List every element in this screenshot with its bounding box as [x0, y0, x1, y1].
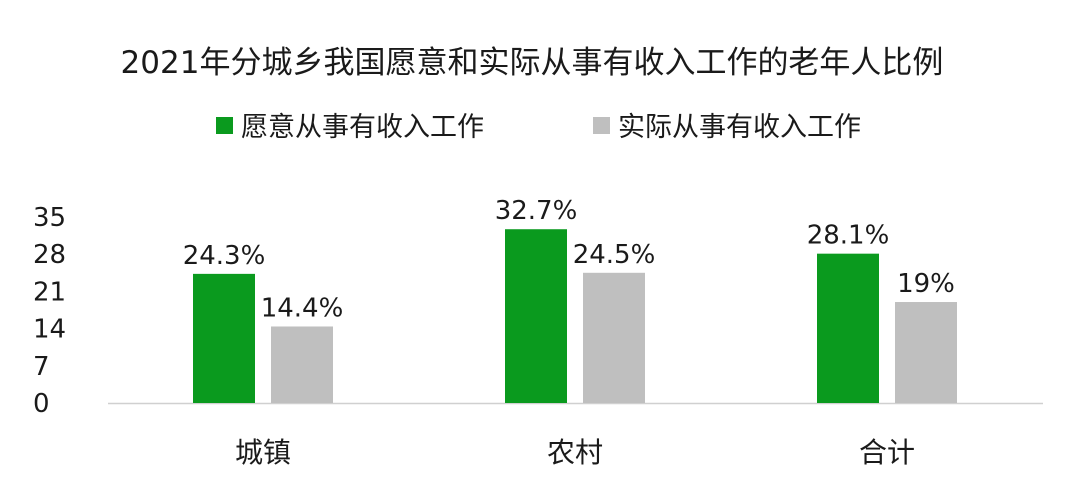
data-label: 28.1% [807, 221, 890, 251]
bar [817, 253, 879, 403]
bar [895, 302, 957, 403]
data-label: 32.7% [495, 196, 578, 226]
bar [505, 229, 567, 403]
y-tick-label: 7 [33, 352, 50, 382]
y-tick-label: 14 [33, 315, 66, 345]
chart-title: 2021年分城乡我国愿意和实际从事有收入工作的老年人比例 [121, 45, 944, 81]
bar [583, 272, 645, 403]
y-axis: 0 7 14 21 28 35 [33, 203, 66, 419]
bar [193, 273, 255, 403]
data-label: 19% [897, 269, 955, 299]
data-label: 24.5% [573, 240, 656, 270]
bars: 24.3% 32.7% 28.1% 14.4% 24.5% 19% [183, 196, 957, 403]
x-category-label: 合计 [859, 436, 915, 469]
data-label: 14.4% [261, 293, 344, 323]
legend-label-actual: 实际从事有收入工作 [618, 112, 861, 143]
x-axis: 城镇 农村 合计 [235, 436, 915, 469]
bar [271, 326, 333, 403]
legend: 愿意从事有收入工作 实际从事有收入工作 [216, 112, 861, 143]
y-tick-label: 21 [33, 277, 66, 307]
legend-swatch-actual [593, 117, 610, 134]
x-category-label: 城镇 [235, 436, 291, 469]
legend-label-willing: 愿意从事有收入工作 [241, 112, 484, 143]
y-tick-label: 0 [33, 389, 50, 419]
x-category-label: 农村 [547, 436, 603, 469]
y-tick-label: 28 [33, 240, 66, 270]
y-tick-label: 35 [33, 203, 66, 233]
data-label: 24.3% [183, 241, 266, 271]
legend-swatch-willing [216, 117, 233, 134]
